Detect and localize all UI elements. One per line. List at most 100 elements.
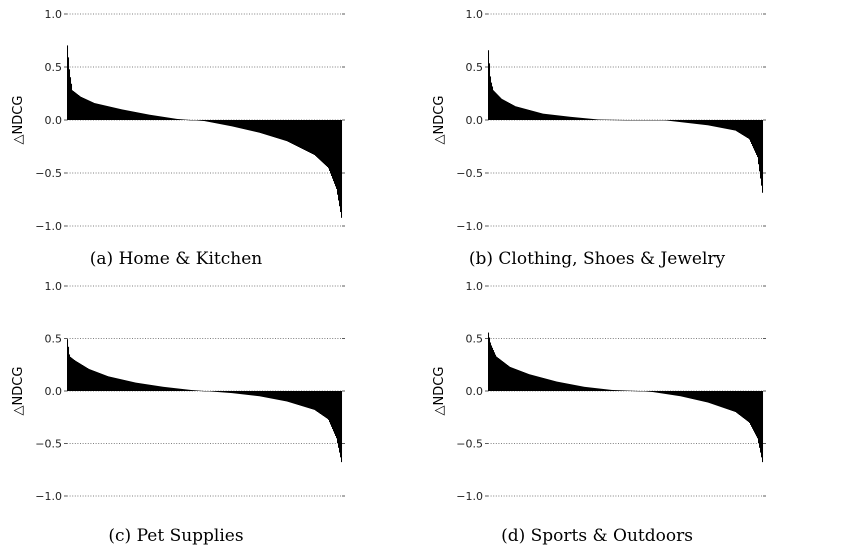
y-tick-label: 0.0: [45, 114, 63, 127]
bar: [232, 120, 234, 127]
bar: [286, 391, 288, 402]
bar: [738, 391, 740, 415]
bar: [291, 120, 293, 144]
bar: [112, 377, 114, 391]
bar: [569, 116, 571, 120]
bar: [582, 386, 584, 391]
bar: [223, 120, 225, 125]
bar: [535, 375, 537, 391]
bar: [156, 385, 158, 391]
bar: [253, 391, 255, 396]
bar: [539, 112, 541, 120]
bar: [317, 120, 319, 158]
bar: [177, 118, 179, 120]
bar: [753, 391, 755, 431]
bar: [193, 390, 195, 391]
bar: [189, 389, 191, 391]
bar: [529, 109, 531, 120]
y-axis-label: △NDCG: [432, 96, 447, 145]
bar: [489, 63, 491, 120]
bar: [246, 391, 248, 395]
bar: [341, 391, 343, 463]
y-tick-label: 0.0: [466, 385, 484, 398]
bar: [100, 104, 102, 120]
bar: [542, 377, 544, 391]
bar: [499, 96, 501, 120]
bar: [173, 387, 175, 391]
bar: [77, 94, 79, 120]
bar: [201, 120, 203, 121]
bar: [328, 391, 330, 420]
bar: [258, 120, 260, 133]
bar: [570, 116, 572, 120]
bar: [317, 391, 319, 412]
bar: [282, 120, 284, 140]
bar: [98, 103, 100, 120]
bar: [243, 391, 245, 395]
bar: [329, 120, 331, 171]
bar: [512, 367, 514, 391]
bar: [297, 391, 299, 405]
bar: [553, 380, 555, 391]
bar: [228, 120, 230, 126]
bar: [173, 118, 175, 120]
bar: [666, 391, 668, 395]
bar: [675, 120, 677, 122]
bar: [646, 391, 648, 392]
bar: [303, 391, 305, 407]
bar: [103, 374, 105, 391]
bar: [501, 98, 503, 120]
bar: [733, 391, 735, 412]
bar: [520, 107, 522, 120]
bar: [703, 120, 705, 125]
bar: [246, 120, 248, 130]
bar: [559, 115, 561, 120]
bar: [139, 383, 141, 391]
bar: [239, 120, 241, 129]
bar: [341, 120, 343, 218]
bar: [92, 370, 94, 391]
bar: [252, 391, 254, 396]
bar: [275, 120, 277, 138]
bar: [560, 115, 562, 120]
bar: [546, 114, 548, 120]
bar: [140, 383, 142, 391]
bar: [155, 115, 157, 120]
bar: [694, 120, 696, 124]
bar: [564, 383, 566, 391]
bar: [579, 117, 581, 120]
bar: [181, 388, 183, 391]
bar: [737, 120, 739, 132]
bar: [655, 391, 657, 393]
bar: [613, 390, 615, 391]
bar: [504, 362, 506, 391]
bar: [700, 391, 702, 401]
bar: [220, 391, 222, 393]
bar: [252, 120, 254, 132]
bar: [86, 99, 88, 120]
bar: [728, 120, 730, 130]
bar: [573, 117, 575, 120]
y-tick-label: −0.5: [35, 167, 62, 180]
bar: [649, 391, 651, 392]
bar: [610, 389, 612, 391]
bar: [254, 391, 256, 396]
bar: [663, 391, 665, 394]
bar: [313, 391, 315, 410]
bar: [736, 120, 738, 132]
bar: [289, 120, 291, 143]
bar: [501, 360, 503, 391]
bar: [181, 119, 183, 120]
bar: [278, 391, 280, 400]
bar: [226, 120, 228, 126]
bar: [154, 385, 156, 391]
bar: [240, 120, 242, 129]
bar: [256, 391, 258, 396]
bar: [101, 104, 103, 120]
bar: [205, 120, 207, 122]
bar: [589, 387, 591, 391]
bar: [510, 103, 512, 120]
bar: [199, 120, 201, 121]
bar: [677, 120, 679, 122]
bar: [225, 120, 227, 126]
